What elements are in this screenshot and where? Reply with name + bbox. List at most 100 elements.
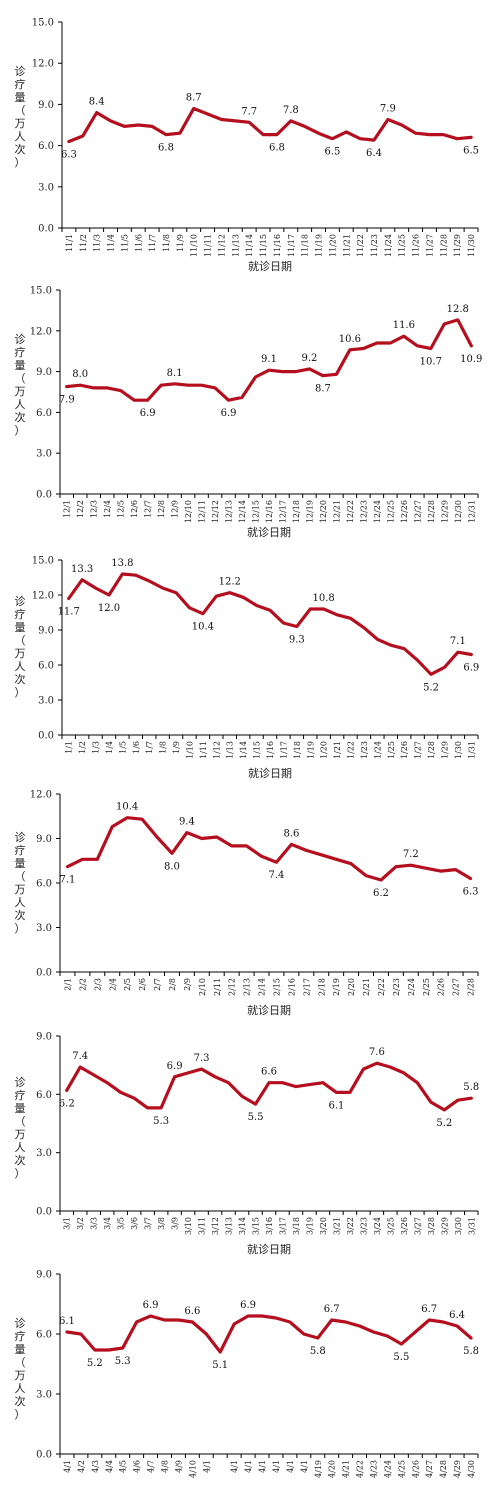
y-tick-label: 0.0 bbox=[36, 968, 52, 979]
data-label: 6.7 bbox=[421, 1304, 437, 1315]
x-tick-label: 2/10 bbox=[198, 978, 207, 996]
x-tick-label: 1/7 bbox=[145, 741, 154, 754]
x-tick-label: 3/29 bbox=[440, 1217, 449, 1235]
x-tick-label: 12/10 bbox=[184, 500, 193, 523]
chart-april: 0.0 3.0 6.0 9.0 4/1 4/2 4/3 4/4 4/5 4/6 4/7 4/8 4/9 4… bbox=[15, 1270, 479, 1478]
x-tick-label: 2/1 bbox=[63, 978, 72, 991]
x-tick-label: 3/18 bbox=[292, 1217, 301, 1235]
x-tick-label: 2/22 bbox=[377, 978, 386, 996]
x-tick-label: 11/28 bbox=[439, 234, 448, 257]
data-label: 5.1 bbox=[212, 1360, 228, 1371]
x-tick-label: 12/20 bbox=[319, 500, 328, 523]
y-axis-title: 诊疗量（万人次） bbox=[15, 594, 26, 699]
x-tick-label: 12/29 bbox=[440, 500, 449, 523]
x-tick-label: 3/11 bbox=[198, 1217, 207, 1235]
y-tick-label: 0.0 bbox=[38, 731, 54, 742]
x-tick-label: 11/8 bbox=[162, 234, 171, 252]
x-tick-label: 1/13 bbox=[226, 741, 235, 759]
x-tick-label: 3/9 bbox=[171, 1217, 180, 1230]
x-tick-label: 4/26 bbox=[411, 1460, 420, 1478]
x-tick-label: 12/26 bbox=[400, 500, 409, 523]
x-tick-label: 2/19 bbox=[332, 978, 341, 996]
data-label: 6.9 bbox=[463, 663, 479, 674]
x-tick-label: 12/22 bbox=[346, 500, 355, 523]
data-label: 7.1 bbox=[450, 636, 466, 647]
y-tick-label: 3.0 bbox=[36, 923, 52, 934]
x-tick-label: 1/21 bbox=[333, 741, 342, 759]
y-tick-label: 0.0 bbox=[38, 224, 54, 235]
x-tick-label: 12/4 bbox=[103, 500, 112, 518]
x-tick-label: 4/22 bbox=[356, 1460, 365, 1478]
x-tick-label: 1/2 bbox=[78, 741, 87, 754]
y-tick-label: 9.0 bbox=[38, 626, 54, 637]
x-tick-label: 3/27 bbox=[413, 1217, 422, 1235]
x-tick-label: 12/15 bbox=[252, 500, 261, 523]
x-tick-label: 2/17 bbox=[302, 978, 311, 996]
x-tick-label: 11/10 bbox=[190, 234, 199, 257]
x-tick-label: 1/22 bbox=[347, 741, 356, 759]
data-label: 6.5 bbox=[463, 145, 479, 156]
data-label: 6.4 bbox=[449, 1310, 465, 1321]
y-tick-label: 12.0 bbox=[30, 790, 52, 801]
x-tick-label: 11/26 bbox=[412, 234, 421, 257]
y-axis-title: 诊疗量（万人次） bbox=[15, 64, 26, 169]
series-line bbox=[65, 816, 473, 882]
x-tick-label: 1/1 bbox=[65, 741, 74, 754]
y-tick-label: 0.0 bbox=[36, 490, 52, 501]
data-label: 13.8 bbox=[111, 558, 133, 569]
y-axis-title: 诊疗量（万人次） bbox=[15, 830, 26, 935]
data-label: 7.4 bbox=[269, 870, 285, 881]
x-axis-title: 就诊日期 bbox=[247, 1242, 291, 1256]
x-tick-label: 12/23 bbox=[359, 500, 368, 523]
x-tick-label: 3/3 bbox=[90, 1217, 99, 1230]
x-tick-label: 4/1 bbox=[300, 1460, 309, 1473]
x-tick-label: 12/31 bbox=[467, 500, 476, 523]
chart-march: 0.0 3.0 6.0 9.0 3/1 3/2 3/3 3/4 3/5 3/6 3/7 3/8 3/9 3… bbox=[15, 1032, 480, 1257]
x-tick-label: 1/6 bbox=[132, 741, 141, 754]
data-label: 9.3 bbox=[289, 635, 305, 646]
x-tick-label: 1/5 bbox=[118, 741, 127, 754]
x-tick-label: 11/18 bbox=[301, 234, 310, 257]
x-tick-label: 12/3 bbox=[90, 500, 99, 518]
data-label: 7.9 bbox=[380, 104, 396, 115]
x-tick-label: 12/6 bbox=[130, 500, 139, 518]
data-label: 5.5 bbox=[248, 1112, 264, 1123]
data-label: 6.9 bbox=[143, 1300, 159, 1311]
x-tick-label: 11/17 bbox=[287, 234, 296, 257]
x-tick-label: 2/25 bbox=[422, 978, 431, 996]
x-tick-label: 12/25 bbox=[386, 500, 395, 523]
data-label: 5.8 bbox=[310, 1346, 326, 1357]
x-tick-label: 3/20 bbox=[319, 1217, 328, 1235]
x-tick-label: 12/2 bbox=[76, 500, 85, 518]
x-tick-label: 11/15 bbox=[259, 234, 268, 257]
y-tick-label: 9.0 bbox=[36, 1270, 52, 1281]
x-tick-label: 2/28 bbox=[467, 978, 476, 996]
data-label: 12.2 bbox=[219, 577, 241, 588]
y-tick-label: 3.0 bbox=[38, 696, 54, 707]
x-tick-label: 4/3 bbox=[91, 1460, 100, 1473]
x-tick-label: 2/12 bbox=[228, 978, 237, 996]
x-tick-label: 4/23 bbox=[370, 1460, 379, 1478]
x-tick-label: 4/25 bbox=[397, 1460, 406, 1478]
y-tick-label: 15.0 bbox=[30, 286, 52, 297]
x-tick-label: 3/23 bbox=[359, 1217, 368, 1235]
data-label: 10.4 bbox=[192, 622, 214, 633]
x-tick-label: 3/28 bbox=[427, 1217, 436, 1235]
data-label: 8.6 bbox=[283, 828, 299, 839]
x-tick-label: 3/16 bbox=[265, 1217, 274, 1235]
x-tick-label: 2/6 bbox=[138, 978, 147, 991]
y-tick-label: 6.0 bbox=[38, 661, 54, 672]
x-tick-label: 12/1 bbox=[63, 500, 72, 518]
y-tick-label: 9.0 bbox=[36, 367, 52, 378]
data-label: 7.9 bbox=[59, 395, 75, 406]
x-tick-label: 1/30 bbox=[454, 741, 463, 759]
data-label: 8.0 bbox=[72, 369, 88, 380]
x-tick-label: 11/16 bbox=[273, 234, 282, 257]
data-label: 8.7 bbox=[186, 93, 202, 104]
data-label: 7.1 bbox=[60, 875, 76, 886]
x-tick-label: 2/15 bbox=[272, 978, 281, 996]
data-label: 5.2 bbox=[423, 682, 439, 693]
x-tick-label: 3/30 bbox=[454, 1217, 463, 1235]
data-label: 13.3 bbox=[71, 564, 93, 575]
x-tick-label: 1/25 bbox=[387, 741, 396, 759]
